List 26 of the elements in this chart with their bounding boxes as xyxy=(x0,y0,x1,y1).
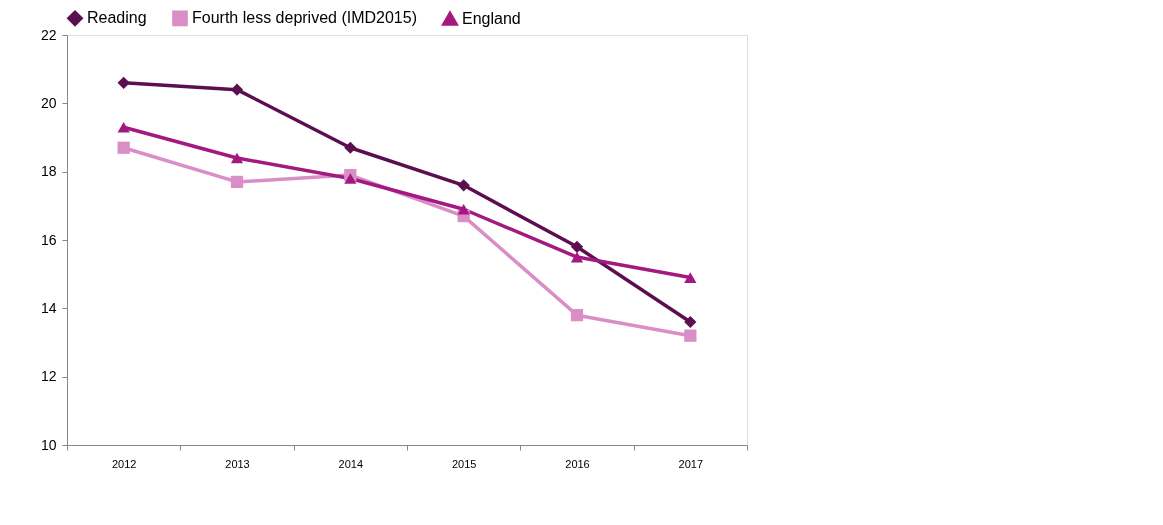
point xyxy=(570,240,584,253)
point xyxy=(230,152,244,164)
x-tick-label: 2013 xyxy=(225,457,250,470)
y-tick-label: 14 xyxy=(40,299,57,316)
x-tick-label: 2014 xyxy=(338,457,364,470)
x-tick-label: 2017 xyxy=(678,457,704,470)
point xyxy=(570,251,584,263)
y-tick-label: 22 xyxy=(40,26,57,43)
point xyxy=(684,315,697,329)
y-tick-label: 20 xyxy=(40,94,57,111)
x-tick-label: 2016 xyxy=(565,457,590,470)
legend-label: Fourth less deprived (IMD2015) xyxy=(192,9,417,27)
point xyxy=(230,83,244,96)
point xyxy=(117,141,130,154)
y-tick-label: 10 xyxy=(40,436,57,453)
legend-label: England xyxy=(462,9,521,27)
x-tick-label: 2012 xyxy=(111,457,137,470)
x-tick-label: 2015 xyxy=(451,457,477,470)
point xyxy=(230,175,244,189)
point xyxy=(344,141,357,154)
legend-label: Reading xyxy=(87,9,147,27)
y-tick-label: 16 xyxy=(40,231,57,248)
y-tick-label: 12 xyxy=(40,368,57,385)
y-tick-label: 18 xyxy=(40,163,57,180)
point xyxy=(570,309,584,322)
point xyxy=(117,76,130,89)
